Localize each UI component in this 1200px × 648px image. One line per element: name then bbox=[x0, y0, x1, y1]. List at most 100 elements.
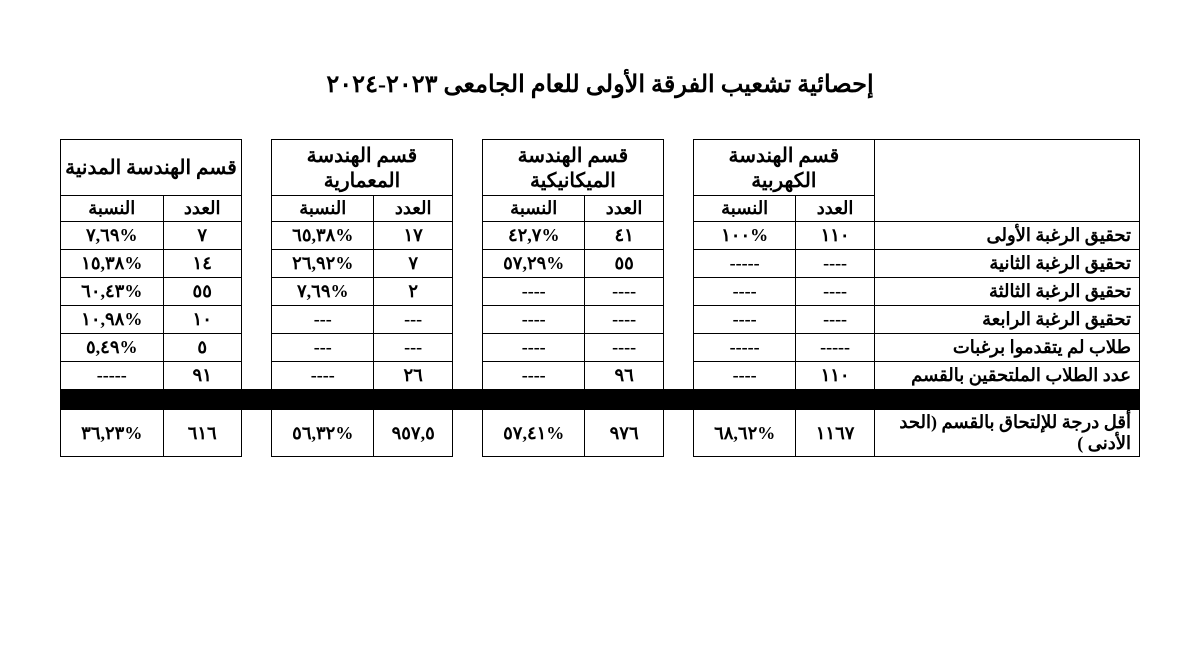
cell-pct: %٤٢,٧ bbox=[482, 222, 584, 250]
cell-pct: ---- bbox=[693, 362, 795, 390]
cell-pct: ---- bbox=[482, 278, 584, 306]
spacer bbox=[663, 278, 693, 306]
dept-header-architectural: قسم الهندسة المعمارية bbox=[272, 140, 453, 196]
subheader-pct: النسبة bbox=[693, 196, 795, 222]
spacer bbox=[241, 222, 271, 250]
row-label: تحقيق الرغبة الثانية bbox=[874, 250, 1139, 278]
cell-pct: %٦٨,٦٢ bbox=[693, 410, 795, 457]
cell-pct: ----- bbox=[61, 362, 164, 390]
spacer bbox=[241, 250, 271, 278]
cell-count: ١٠ bbox=[163, 306, 241, 334]
cell-pct: %١٠,٩٨ bbox=[61, 306, 164, 334]
cell-pct: %١٠٠ bbox=[693, 222, 795, 250]
spacer bbox=[241, 410, 271, 457]
cell-pct: %٥٧,٤١ bbox=[482, 410, 584, 457]
cell-pct: ----- bbox=[693, 334, 795, 362]
row-label: تحقيق الرغبة الرابعة bbox=[874, 306, 1139, 334]
row-label: عدد الطلاب الملتحقين بالقسم bbox=[874, 362, 1139, 390]
cell-count: ٩٧٦ bbox=[585, 410, 663, 457]
statistics-table: قسم الهندسة الكهربية قسم الهندسة الميكان… bbox=[60, 139, 1140, 457]
cell-count: ٩٦ bbox=[585, 362, 663, 390]
row-label: أقل درجة للإلتحاق بالقسم (الحد الأدنى ) bbox=[874, 410, 1139, 457]
cell-pct: %١٥,٣٨ bbox=[61, 250, 164, 278]
spacer bbox=[663, 222, 693, 250]
row-label: تحقيق الرغبة الثالثة bbox=[874, 278, 1139, 306]
header-blank bbox=[874, 140, 1139, 222]
cell-pct: ---- bbox=[482, 334, 584, 362]
cell-count: ٥٥ bbox=[163, 278, 241, 306]
cell-count: ٦١٦ bbox=[163, 410, 241, 457]
dept-header-electrical: قسم الهندسة الكهربية bbox=[693, 140, 874, 196]
subheader-pct: النسبة bbox=[61, 196, 164, 222]
cell-count: --- bbox=[374, 334, 452, 362]
spacer bbox=[241, 278, 271, 306]
cell-count: ١٧ bbox=[374, 222, 452, 250]
cell-pct: %٧,٦٩ bbox=[61, 222, 164, 250]
cell-count: --- bbox=[374, 306, 452, 334]
spacer bbox=[663, 306, 693, 334]
cell-pct: %٣٦,٢٣ bbox=[61, 410, 164, 457]
spacer bbox=[452, 250, 482, 278]
subheader-count: العدد bbox=[796, 196, 874, 222]
cell-count: ١١٠ bbox=[796, 222, 874, 250]
cell-count: ---- bbox=[585, 306, 663, 334]
spacer bbox=[452, 362, 482, 390]
cell-pct: ---- bbox=[482, 306, 584, 334]
cell-count: ٢٦ bbox=[374, 362, 452, 390]
cell-pct: ---- bbox=[693, 306, 795, 334]
cell-count: ٩٥٧,٥ bbox=[374, 410, 452, 457]
spacer bbox=[452, 306, 482, 334]
subheader-count: العدد bbox=[163, 196, 241, 222]
cell-count: ---- bbox=[796, 278, 874, 306]
table-row: تحقيق الرغبة الرابعة ---- ---- ---- ----… bbox=[61, 306, 1140, 334]
spacer bbox=[663, 250, 693, 278]
cell-pct: %٥,٤٩ bbox=[61, 334, 164, 362]
cell-pct: ---- bbox=[482, 362, 584, 390]
table-row: طلاب لم يتقدموا برغبات ----- ----- ---- … bbox=[61, 334, 1140, 362]
spacer bbox=[241, 306, 271, 334]
spacer bbox=[241, 140, 271, 222]
table-row: أقل درجة للإلتحاق بالقسم (الحد الأدنى ) … bbox=[61, 410, 1140, 457]
spacer bbox=[663, 362, 693, 390]
cell-pct: ---- bbox=[693, 278, 795, 306]
dept-header-mechanical: قسم الهندسة الميكانيكية bbox=[482, 140, 663, 196]
cell-count: ٥ bbox=[163, 334, 241, 362]
spacer bbox=[452, 410, 482, 457]
dept-header-civil: قسم الهندسة المدنية bbox=[61, 140, 242, 196]
spacer bbox=[663, 334, 693, 362]
cell-count: ١١٦٧ bbox=[796, 410, 874, 457]
cell-pct: %٥٦,٣٢ bbox=[272, 410, 374, 457]
cell-pct: --- bbox=[272, 306, 374, 334]
table-row: تحقيق الرغبة الثانية ---- ----- ٥٥ %٥٧,٢… bbox=[61, 250, 1140, 278]
cell-count: ٧ bbox=[374, 250, 452, 278]
cell-pct: %٦٠,٤٣ bbox=[61, 278, 164, 306]
cell-pct: %٧,٦٩ bbox=[272, 278, 374, 306]
subheader-count: العدد bbox=[374, 196, 452, 222]
dept-header-row: قسم الهندسة الكهربية قسم الهندسة الميكان… bbox=[61, 140, 1140, 196]
row-label: تحقيق الرغبة الأولى bbox=[874, 222, 1139, 250]
spacer bbox=[663, 140, 693, 222]
row-label: طلاب لم يتقدموا برغبات bbox=[874, 334, 1139, 362]
table-row: عدد الطلاب الملتحقين بالقسم ١١٠ ---- ٩٦ … bbox=[61, 362, 1140, 390]
spacer bbox=[452, 278, 482, 306]
cell-count: ٧ bbox=[163, 222, 241, 250]
table-row: تحقيق الرغبة الأولى ١١٠ %١٠٠ ٤١ %٤٢,٧ ١٧… bbox=[61, 222, 1140, 250]
spacer bbox=[241, 334, 271, 362]
cell-pct: ----- bbox=[693, 250, 795, 278]
page-title: إحصائية تشعيب الفرقة الأولى للعام الجامع… bbox=[60, 70, 1140, 99]
cell-pct: %٥٧,٢٩ bbox=[482, 250, 584, 278]
spacer bbox=[663, 410, 693, 457]
spacer bbox=[452, 222, 482, 250]
cell-pct: --- bbox=[272, 334, 374, 362]
cell-count: ---- bbox=[585, 278, 663, 306]
cell-pct: %٦٥,٣٨ bbox=[272, 222, 374, 250]
cell-count: ٥٥ bbox=[585, 250, 663, 278]
subheader-pct: النسبة bbox=[482, 196, 584, 222]
cell-count: ---- bbox=[796, 250, 874, 278]
cell-count: ---- bbox=[585, 334, 663, 362]
subheader-count: العدد bbox=[585, 196, 663, 222]
cell-count: ---- bbox=[796, 306, 874, 334]
table-row: تحقيق الرغبة الثالثة ---- ---- ---- ----… bbox=[61, 278, 1140, 306]
cell-pct: ---- bbox=[272, 362, 374, 390]
cell-count: ٤١ bbox=[585, 222, 663, 250]
